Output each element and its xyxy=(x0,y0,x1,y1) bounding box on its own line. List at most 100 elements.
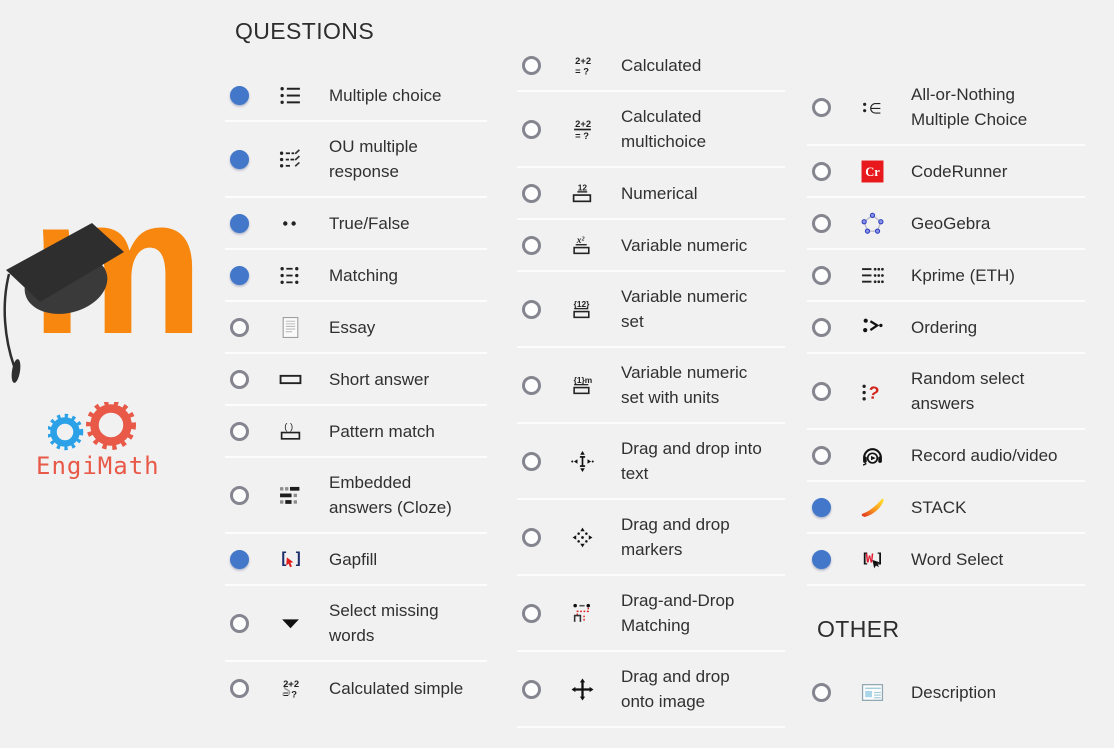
svg-text:[: [ xyxy=(861,550,869,566)
radio-button[interactable] xyxy=(230,549,249,569)
question-type-row[interactable]: STACK xyxy=(807,482,1085,534)
gears-icon xyxy=(48,402,136,451)
true-false-icon xyxy=(277,212,303,235)
radio-button[interactable] xyxy=(812,497,831,517)
radio-button[interactable] xyxy=(812,265,831,285)
radio-button[interactable] xyxy=(522,299,541,319)
radio-button[interactable] xyxy=(522,603,541,623)
question-type-row[interactable]: Drag-and-Drop Matching xyxy=(517,576,785,652)
question-type-row[interactable]: Drag and drop onto image xyxy=(517,652,785,728)
question-type-row[interactable]: 12 Numerical xyxy=(517,168,785,220)
graduation-cap-icon xyxy=(3,223,124,383)
question-type-label: Calculated xyxy=(621,55,702,75)
radio-button[interactable] xyxy=(812,445,831,465)
question-type-label: Pattern match xyxy=(329,421,435,441)
question-type-row[interactable]: ∈ All-or-Nothing Multiple Choice xyxy=(807,70,1085,146)
radio-button[interactable] xyxy=(812,97,831,117)
question-type-row[interactable]: Kprime (ETH) xyxy=(807,250,1085,302)
radio-button[interactable] xyxy=(230,317,249,337)
radio-button[interactable] xyxy=(230,485,249,505)
svg-text:∈: ∈ xyxy=(868,100,881,117)
radio-button[interactable] xyxy=(522,235,541,255)
radio-button[interactable] xyxy=(812,549,831,569)
svg-text:?: ? xyxy=(866,382,880,403)
question-type-row[interactable]: Short answer xyxy=(225,354,487,406)
radio-button[interactable] xyxy=(230,678,249,698)
question-type-row[interactable]: [W] Word Select xyxy=(807,534,1085,586)
question-type-label: Record audio/video xyxy=(911,445,1058,465)
matching-icon xyxy=(277,264,303,287)
variable-numeric-set-icon: {12} xyxy=(569,298,595,321)
question-type-row[interactable]: x² Variable numeric xyxy=(517,220,785,272)
svg-text:]: ] xyxy=(875,550,883,566)
drag-drop-image-icon xyxy=(569,678,595,701)
question-type-row[interactable]: Multiple choice xyxy=(225,70,487,122)
question-type-row[interactable]: ? Random select answers xyxy=(807,354,1085,430)
question-type-row[interactable]: Matching xyxy=(225,250,487,302)
svg-text:Cr: Cr xyxy=(865,165,880,179)
radio-button[interactable] xyxy=(230,85,249,105)
question-type-row[interactable]: S 2+2 = ? Calculated simple xyxy=(225,662,487,714)
question-type-row[interactable]: Drag and drop markers xyxy=(517,500,785,576)
svg-text:[: [ xyxy=(279,548,288,567)
svg-text:2+2: 2+2 xyxy=(575,118,591,129)
ordering-icon xyxy=(859,316,885,339)
question-type-row[interactable]: 2+2 = ? Calculated multichoice xyxy=(517,92,785,168)
question-type-row[interactable]: Drag and drop into text xyxy=(517,424,785,500)
radio-button[interactable] xyxy=(522,183,541,203)
drag-drop-matching-icon xyxy=(569,602,595,625)
radio-button[interactable] xyxy=(522,375,541,395)
question-type-row[interactable]: ( ) Pattern match xyxy=(225,406,487,458)
question-type-row[interactable]: Ordering xyxy=(807,302,1085,354)
question-type-row[interactable]: Record audio/video xyxy=(807,430,1085,482)
question-type-row[interactable]: Select missing words xyxy=(225,586,487,662)
radio-button[interactable] xyxy=(522,527,541,547)
svg-text:( ): ( ) xyxy=(284,420,293,431)
svg-text:x²: x² xyxy=(575,235,584,245)
question-type-label: Drag and drop markers xyxy=(621,515,730,559)
radio-button[interactable] xyxy=(230,149,249,169)
multiple-choice-icon xyxy=(277,84,303,107)
all-or-nothing-icon: ∈ xyxy=(859,96,885,119)
question-type-row[interactable]: 2+2 = ? Calculated xyxy=(517,40,785,92)
question-type-row[interactable]: {1}m Variable numeric set with units xyxy=(517,348,785,424)
question-type-row[interactable]: GeoGebra xyxy=(807,198,1085,250)
question-type-label: CodeRunner xyxy=(911,161,1008,181)
radio-button[interactable] xyxy=(812,213,831,233)
question-type-row[interactable]: Description xyxy=(807,666,1085,718)
question-type-row[interactable]: Essay xyxy=(225,302,487,354)
radio-button[interactable] xyxy=(230,421,249,441)
question-type-row[interactable]: [] Gapfill xyxy=(225,534,487,586)
radio-button[interactable] xyxy=(522,451,541,471)
question-type-row[interactable]: Cr CodeRunner xyxy=(807,146,1085,198)
radio-button[interactable] xyxy=(230,613,249,633)
question-type-row[interactable]: {12} Variable numeric set xyxy=(517,272,785,348)
radio-button[interactable] xyxy=(522,119,541,139)
question-type-row[interactable]: True/False xyxy=(225,198,487,250)
question-type-row[interactable]: Embedded answers (Cloze) xyxy=(225,458,487,534)
radio-button[interactable] xyxy=(522,679,541,699)
question-type-row[interactable]: OU multiple response xyxy=(225,122,487,198)
drag-drop-markers-icon xyxy=(569,526,595,549)
gapfill-icon: [] xyxy=(277,548,303,571)
radio-button[interactable] xyxy=(812,682,831,702)
radio-button[interactable] xyxy=(522,55,541,75)
question-type-label: Variable numeric set with units xyxy=(621,363,748,407)
moodle-logo: m xyxy=(0,150,220,410)
radio-button[interactable] xyxy=(812,317,831,337)
radio-button[interactable] xyxy=(812,381,831,401)
random-select-icon: ? xyxy=(859,380,885,403)
question-type-label: Description xyxy=(911,682,997,702)
radio-button[interactable] xyxy=(230,213,249,233)
question-types-column-2: 2+2 = ? Calculated 2+2 = ? Calculated multich… xyxy=(517,40,785,728)
radio-button[interactable] xyxy=(812,161,831,181)
svg-text:{12}: {12} xyxy=(573,298,590,308)
radio-button[interactable] xyxy=(230,265,249,285)
question-type-label: Drag-and-Drop Matching xyxy=(621,591,735,635)
engimath-label: EngiMath xyxy=(36,452,160,480)
variable-numeric-set-units-icon: {1}m xyxy=(569,374,595,397)
variable-numeric-icon: x² xyxy=(569,234,595,257)
question-type-label: Ordering xyxy=(911,317,978,337)
word-select-icon: [W] xyxy=(859,548,885,571)
radio-button[interactable] xyxy=(230,369,249,389)
